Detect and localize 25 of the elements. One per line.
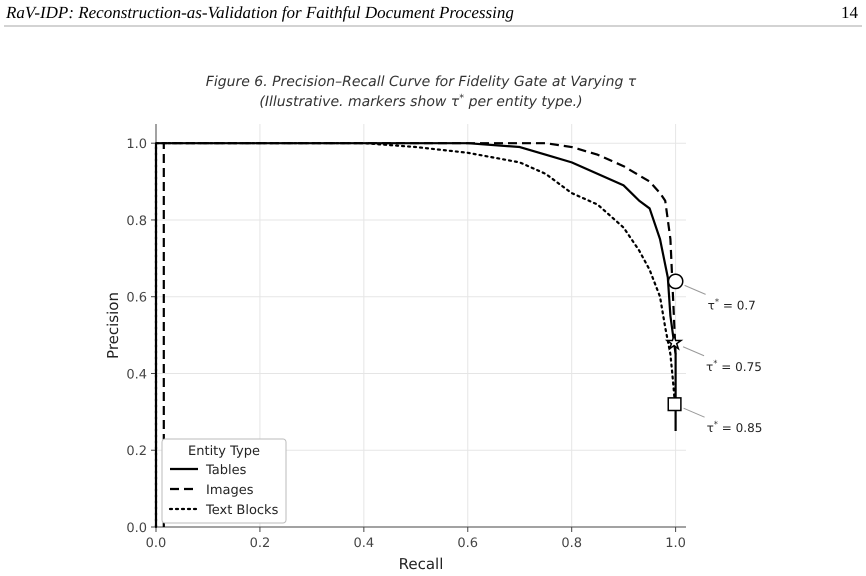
y-tick-label: 0.4 [126,367,147,382]
x-tick-label: 0.4 [354,536,374,551]
chart-subtitle: (Illustrative. markers show τ$^{*}$ per entity type.) [259,92,583,110]
chart-title: Figure 6. Precision–Recall Curve for Fidelity Gate at Varying τ [206,74,637,90]
legend-title: Entity Type [188,444,260,459]
y-tick-label: 0.8 [126,214,147,229]
x-tick-label: 0.6 [457,536,478,551]
x-axis-title: Recall [398,555,444,573]
y-axis-title: Precision [104,292,122,359]
x-tick-label: 0.0 [146,536,166,551]
y-tick-label: 0.0 [126,521,147,536]
text: RaV-IDP: Reconstruction-as-Validation for Faithful Document Processing [5,3,514,22]
x-tick-label: 0.8 [561,536,582,551]
x-tick-label: 1.0 [665,536,686,551]
annotation: τ$^{*}$ = 0.85 [706,419,762,436]
legend-label: Text Blocks [205,503,279,518]
text: 14 [841,3,858,22]
legend-label: Images [206,483,254,498]
annotation: τ$^{*}$ = 0.7 [708,296,756,312]
y-tick-label: 0.6 [126,290,147,306]
y-tick-label: 0.2 [126,444,147,460]
x-tick-label: 0.2 [250,536,270,551]
y-tick-label: 1.0 [126,137,147,152]
legend-label: Tables [205,463,247,478]
annotation: τ$^{*}$ = 0.75 [706,358,762,374]
